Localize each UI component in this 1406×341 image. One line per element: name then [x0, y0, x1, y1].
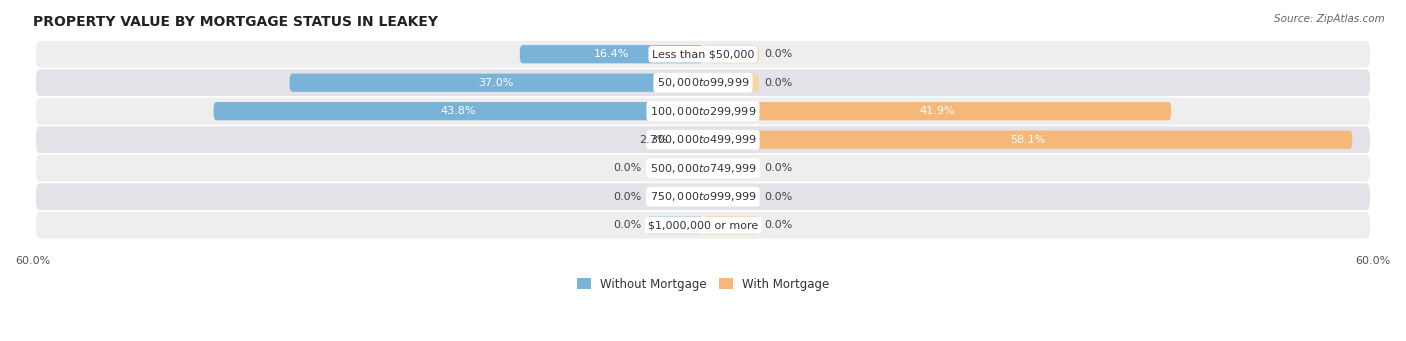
Text: $300,000 to $499,999: $300,000 to $499,999	[650, 133, 756, 146]
FancyBboxPatch shape	[290, 74, 703, 92]
Text: 16.4%: 16.4%	[593, 49, 628, 59]
Text: Source: ZipAtlas.com: Source: ZipAtlas.com	[1274, 14, 1385, 24]
Text: 0.0%: 0.0%	[765, 192, 793, 202]
Text: 58.1%: 58.1%	[1010, 135, 1045, 145]
FancyBboxPatch shape	[703, 45, 759, 63]
Text: 0.0%: 0.0%	[765, 49, 793, 59]
Text: PROPERTY VALUE BY MORTGAGE STATUS IN LEAKEY: PROPERTY VALUE BY MORTGAGE STATUS IN LEA…	[32, 15, 437, 29]
Text: 43.8%: 43.8%	[440, 106, 477, 116]
FancyBboxPatch shape	[703, 216, 759, 234]
FancyBboxPatch shape	[647, 159, 703, 177]
FancyBboxPatch shape	[37, 155, 1369, 182]
FancyBboxPatch shape	[37, 98, 1369, 124]
Text: $500,000 to $749,999: $500,000 to $749,999	[650, 162, 756, 175]
Legend: Without Mortgage, With Mortgage: Without Mortgage, With Mortgage	[572, 273, 834, 295]
Text: 2.7%: 2.7%	[638, 135, 668, 145]
FancyBboxPatch shape	[647, 188, 703, 206]
Text: $50,000 to $99,999: $50,000 to $99,999	[657, 76, 749, 89]
Text: 0.0%: 0.0%	[765, 163, 793, 173]
FancyBboxPatch shape	[703, 131, 1353, 149]
Text: $1,000,000 or more: $1,000,000 or more	[648, 220, 758, 230]
Text: Less than $50,000: Less than $50,000	[652, 49, 754, 59]
Text: $750,000 to $999,999: $750,000 to $999,999	[650, 190, 756, 203]
Text: 41.9%: 41.9%	[920, 106, 955, 116]
FancyBboxPatch shape	[37, 183, 1369, 210]
FancyBboxPatch shape	[703, 188, 759, 206]
Text: $100,000 to $299,999: $100,000 to $299,999	[650, 105, 756, 118]
Text: 0.0%: 0.0%	[613, 163, 641, 173]
FancyBboxPatch shape	[37, 212, 1369, 239]
FancyBboxPatch shape	[703, 102, 1171, 120]
FancyBboxPatch shape	[214, 102, 703, 120]
Text: 0.0%: 0.0%	[765, 220, 793, 230]
Text: 0.0%: 0.0%	[613, 220, 641, 230]
FancyBboxPatch shape	[37, 69, 1369, 96]
FancyBboxPatch shape	[520, 45, 703, 63]
FancyBboxPatch shape	[673, 131, 703, 149]
FancyBboxPatch shape	[703, 74, 759, 92]
Text: 37.0%: 37.0%	[478, 78, 515, 88]
FancyBboxPatch shape	[37, 41, 1369, 68]
Text: 0.0%: 0.0%	[613, 192, 641, 202]
FancyBboxPatch shape	[703, 159, 759, 177]
FancyBboxPatch shape	[647, 216, 703, 234]
Text: 0.0%: 0.0%	[765, 78, 793, 88]
FancyBboxPatch shape	[37, 126, 1369, 153]
